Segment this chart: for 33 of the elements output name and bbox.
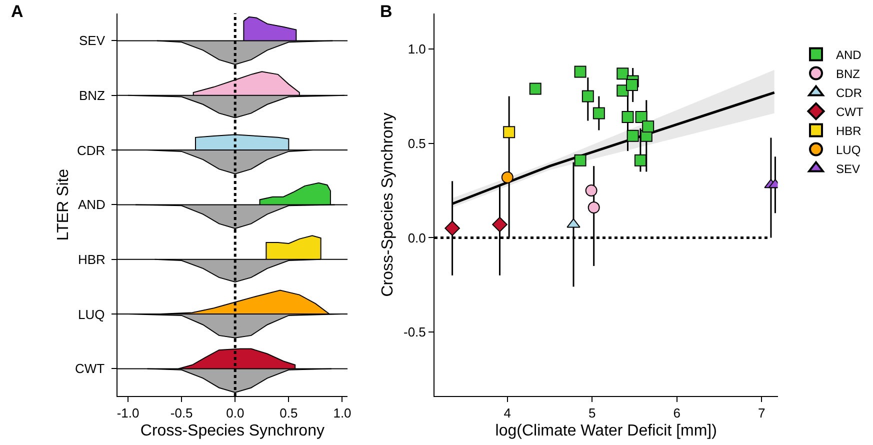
x-tick-label: -1.0 bbox=[116, 406, 140, 421]
legend-label: SEV bbox=[836, 162, 860, 176]
y-tick-label: 0.5 bbox=[408, 136, 426, 151]
legend-label: BNZ bbox=[836, 66, 860, 81]
legend-label: HBR bbox=[836, 124, 862, 138]
legend-label: AND bbox=[836, 48, 862, 62]
text: BNZ bbox=[79, 88, 106, 103]
text: A bbox=[11, 2, 24, 21]
y-tick-label: -0.5 bbox=[403, 324, 426, 340]
text: AND bbox=[78, 197, 106, 212]
legend-label: LUQ bbox=[836, 142, 861, 157]
y-axis-title: Cross-Species Synchrony bbox=[379, 112, 396, 297]
chart-title: B bbox=[380, 2, 392, 21]
y-axis-title: LTER Site bbox=[55, 168, 72, 241]
x-tick-label: 7 bbox=[758, 406, 766, 421]
x-tick-label: 0.5 bbox=[280, 406, 298, 421]
legend-label: CDR bbox=[836, 86, 862, 100]
text: SEV bbox=[79, 33, 106, 48]
y-tick-label: 1.0 bbox=[408, 42, 426, 57]
y-tick-label: 0.0 bbox=[408, 230, 426, 246]
text: CWT bbox=[75, 361, 105, 376]
x-axis-title: log(Climate Water Deficit [mm]) bbox=[495, 422, 717, 440]
x-tick-label: 1.0 bbox=[333, 406, 352, 421]
x-tick-label: 4 bbox=[504, 406, 512, 421]
text: LUQ bbox=[78, 307, 105, 322]
x-tick-label: 6 bbox=[673, 406, 681, 421]
text: HBR bbox=[78, 252, 106, 267]
x-tick-label: 0.0 bbox=[226, 406, 244, 421]
x-tick-label: 5 bbox=[588, 406, 596, 421]
x-axis-title: Cross-Species Synchrony bbox=[140, 422, 324, 440]
legend-label: CWT bbox=[836, 104, 864, 119]
x-tick-label: -0.5 bbox=[170, 406, 193, 421]
text: CDR bbox=[77, 143, 106, 158]
